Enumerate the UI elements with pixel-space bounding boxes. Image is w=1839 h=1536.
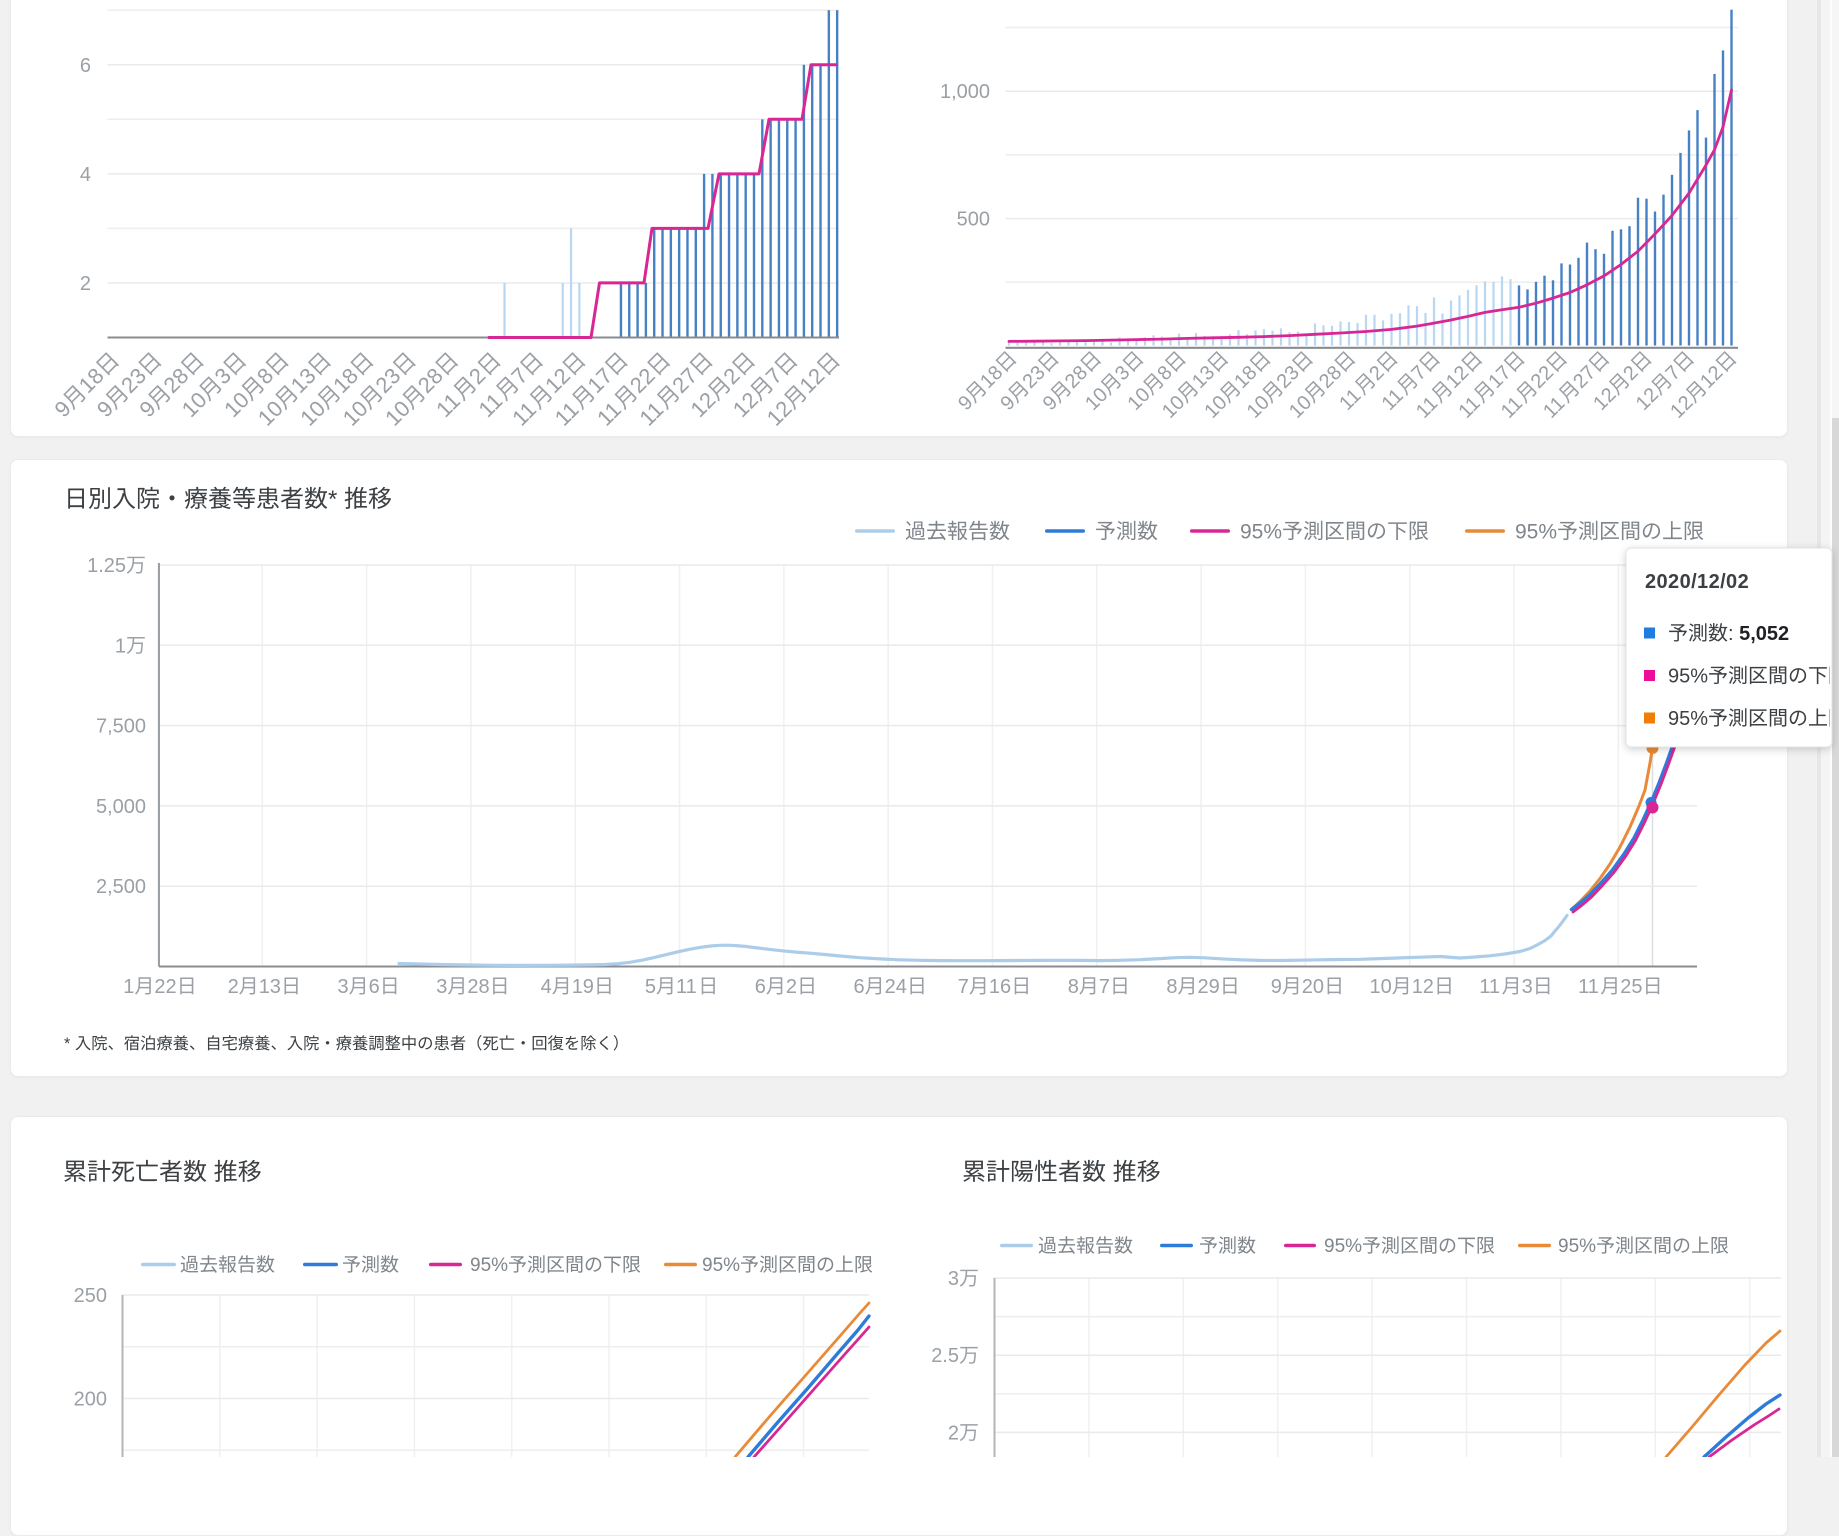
svg-text:2: 2	[464, 363, 490, 389]
svg-text:1.25: 1.25	[87, 555, 126, 577]
svg-text:1: 1	[115, 635, 126, 657]
svg-text:2: 2	[948, 1422, 959, 1444]
svg-text:2: 2	[80, 273, 91, 295]
svg-text:9: 9	[134, 396, 160, 422]
svg-text:9: 9	[49, 396, 75, 422]
svg-text:11: 11	[634, 397, 668, 431]
svg-text:11: 11	[1479, 976, 1500, 998]
svg-text:28: 28	[467, 976, 489, 998]
svg-text:5,000: 5,000	[96, 796, 146, 818]
svg-text:7: 7	[958, 976, 969, 998]
svg-text:11: 11	[1578, 976, 1599, 998]
svg-text:25: 25	[1620, 976, 1642, 998]
svg-text:2.5: 2.5	[931, 1345, 959, 1367]
svg-text:10: 10	[1370, 976, 1392, 998]
svg-text:3: 3	[436, 976, 447, 998]
svg-text:6: 6	[369, 976, 380, 998]
svg-text:95%: 95%	[1668, 708, 1708, 730]
svg-text:*: *	[328, 486, 337, 513]
svg-text:7: 7	[506, 363, 532, 389]
svg-text:24: 24	[885, 976, 907, 998]
svg-text:6: 6	[80, 55, 91, 77]
svg-text:20: 20	[1302, 976, 1324, 998]
svg-text:2: 2	[228, 976, 239, 998]
svg-text:11: 11	[1539, 393, 1569, 423]
svg-text:3: 3	[210, 363, 236, 389]
svg-text:11: 11	[676, 976, 697, 998]
svg-text:2,500: 2,500	[96, 876, 146, 898]
svg-text:9: 9	[1271, 976, 1282, 998]
svg-text:*: *	[64, 1035, 71, 1053]
svg-text:2020/12/02: 2020/12/02	[1645, 571, 1749, 593]
svg-text:11: 11	[550, 397, 584, 431]
svg-text:95%: 95%	[470, 1255, 508, 1276]
svg-text:95%: 95%	[702, 1255, 740, 1276]
svg-text:95%: 95%	[1668, 666, 1708, 688]
svg-text:200: 200	[74, 1389, 107, 1411]
svg-text:5,052: 5,052	[1739, 623, 1789, 645]
svg-text:11: 11	[1497, 393, 1527, 423]
svg-text:95%: 95%	[1324, 1236, 1362, 1257]
svg-text:4: 4	[541, 976, 552, 998]
svg-text:7: 7	[761, 363, 787, 389]
svg-text:95%: 95%	[1240, 520, 1282, 543]
svg-text:95%: 95%	[1515, 520, 1557, 543]
svg-text:4: 4	[80, 164, 91, 186]
svg-text:11: 11	[1454, 393, 1484, 423]
svg-text:19: 19	[572, 976, 594, 998]
svg-text:16: 16	[989, 976, 1011, 998]
svg-text:6: 6	[755, 976, 766, 998]
svg-text::: :	[1728, 623, 1734, 645]
svg-text:11: 11	[507, 397, 541, 431]
svg-text:7,500: 7,500	[96, 716, 146, 738]
svg-text:2: 2	[786, 976, 797, 998]
svg-text:11: 11	[1335, 385, 1365, 415]
svg-text:1,000: 1,000	[940, 81, 990, 103]
svg-text:3: 3	[338, 976, 349, 998]
svg-text:1: 1	[123, 976, 134, 998]
svg-text:11: 11	[1378, 385, 1408, 415]
svg-text:22: 22	[154, 976, 176, 998]
svg-text:3: 3	[948, 1268, 959, 1290]
svg-text:6: 6	[854, 976, 865, 998]
svg-text:3: 3	[1522, 976, 1533, 998]
svg-text:11: 11	[1412, 393, 1442, 423]
svg-text:11: 11	[431, 388, 465, 422]
svg-text:29: 29	[1198, 976, 1220, 998]
svg-text:9: 9	[92, 396, 118, 422]
svg-text:5: 5	[645, 976, 656, 998]
svg-text:2: 2	[718, 363, 744, 389]
svg-text:95%: 95%	[1558, 1236, 1596, 1257]
svg-text:7: 7	[1099, 976, 1110, 998]
svg-text:8: 8	[1068, 976, 1079, 998]
svg-text:8: 8	[252, 363, 278, 389]
svg-text:11: 11	[473, 388, 507, 422]
svg-text:12: 12	[1412, 976, 1434, 998]
svg-text:500: 500	[957, 209, 990, 231]
svg-text:13: 13	[259, 976, 281, 998]
svg-text:8: 8	[1166, 976, 1177, 998]
svg-text:11: 11	[592, 397, 626, 431]
svg-text:250: 250	[74, 1285, 107, 1307]
